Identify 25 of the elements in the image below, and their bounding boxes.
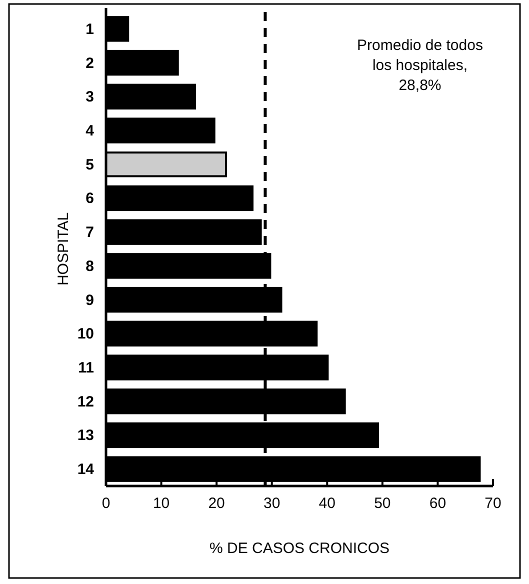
x-tick-label: 60	[429, 495, 446, 512]
y-tick-label: 11	[78, 360, 94, 376]
x-tick-label: 10	[152, 495, 170, 512]
y-tick-label: 10	[77, 326, 94, 343]
y-axis-title: HOSPITAL	[55, 212, 72, 286]
x-tick-label: 30	[264, 495, 280, 512]
x-axis-title: % DE CASOS CRONICOS	[209, 540, 390, 557]
y-tick-label: 13	[77, 427, 94, 444]
y-tick-label: 9	[86, 292, 94, 309]
x-tick-label: 0	[102, 495, 110, 512]
y-tick-label: 2	[86, 54, 94, 72]
x-tick-label: 20	[208, 495, 225, 512]
y-tick-label: 6	[86, 190, 94, 208]
x-tick-label: 70	[484, 495, 502, 512]
y-tick-label: 8	[86, 258, 94, 275]
y-tick-label: 7	[86, 224, 94, 242]
y-tick-label: 12	[77, 393, 94, 410]
y-tick-label: 3	[86, 88, 94, 106]
y-tick-label: 5	[86, 156, 94, 174]
x-tick-label: 50	[374, 495, 391, 512]
y-tick-label: 4	[86, 122, 95, 140]
ref-line-label: Promedio de todos los hospitales, 28,8%	[357, 37, 483, 94]
y-tick-label: 14	[77, 461, 95, 478]
y-tick-label: 1	[86, 20, 94, 38]
x-tick-label: 40	[318, 495, 336, 512]
